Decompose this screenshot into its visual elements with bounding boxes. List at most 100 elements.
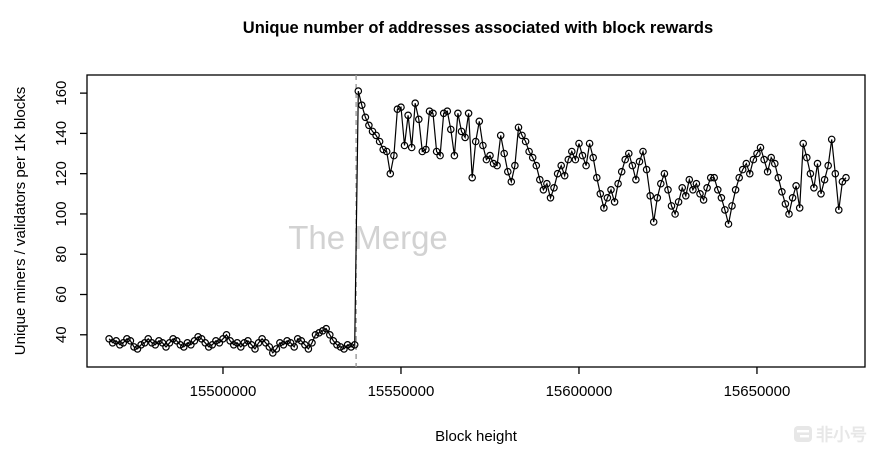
data-point <box>660 169 669 178</box>
data-point <box>571 155 580 164</box>
data-point <box>560 171 569 180</box>
data-point <box>742 159 751 168</box>
data-point <box>678 184 687 192</box>
data-point <box>585 139 594 148</box>
data-point <box>414 115 423 124</box>
data-point <box>322 324 331 333</box>
data-point <box>251 345 259 353</box>
data-point <box>265 343 274 351</box>
data-point <box>446 125 455 134</box>
data-point <box>496 131 505 140</box>
data-point <box>596 190 605 198</box>
data-point <box>728 202 736 210</box>
data-point <box>400 141 409 150</box>
data-point <box>350 340 359 349</box>
data-point <box>642 165 651 174</box>
data-point <box>411 99 420 108</box>
data-point <box>792 182 800 190</box>
y-tick-label: 60 <box>53 286 70 303</box>
data-point <box>721 206 729 214</box>
data-point <box>557 161 566 170</box>
data-point <box>749 155 758 164</box>
data-point <box>272 345 281 353</box>
data-point <box>646 192 655 200</box>
data-point <box>717 194 726 202</box>
data-point <box>532 161 541 170</box>
data-point <box>842 173 850 182</box>
data-point <box>653 194 662 202</box>
data-point <box>664 186 672 194</box>
data-point <box>624 149 633 158</box>
data-point <box>617 167 626 176</box>
data-point <box>692 179 701 188</box>
y-axis-title: Unique miners / validators per 1K blocks <box>12 87 29 355</box>
x-axis-ticks: 15500000 15550000 15600000 15650000 <box>190 367 791 400</box>
data-point <box>407 143 416 152</box>
data-point <box>831 169 840 178</box>
data-point <box>671 210 679 218</box>
data-point <box>834 206 843 214</box>
data-point <box>382 147 391 156</box>
data-point <box>486 151 494 160</box>
data-point <box>788 194 797 202</box>
x-tick-label: 15650000 <box>724 383 791 400</box>
watermark-the-merge: The Merge <box>288 219 448 256</box>
data-point <box>507 177 516 186</box>
data-point <box>589 153 598 162</box>
data-point <box>667 202 676 210</box>
data-point <box>703 184 711 192</box>
y-tick-label: 160 <box>53 81 70 106</box>
data-point <box>610 198 619 206</box>
data-point <box>810 184 818 192</box>
data-point <box>681 192 690 200</box>
data-point <box>614 179 622 188</box>
data-point <box>699 196 708 204</box>
data-point <box>753 149 761 158</box>
chart-title: Unique number of addresses associated wi… <box>243 19 713 37</box>
data-point <box>443 107 452 116</box>
data-point <box>674 198 683 206</box>
data-point <box>685 175 694 184</box>
data-point <box>763 167 772 176</box>
data-point <box>222 330 231 339</box>
data-point <box>820 175 829 184</box>
data-point <box>457 127 466 136</box>
data-point <box>649 218 658 226</box>
data-point <box>578 151 587 160</box>
feixiaohao-logo-icon <box>794 426 812 442</box>
data-point <box>628 161 637 170</box>
data-point <box>802 153 811 162</box>
data-point <box>475 117 484 126</box>
data-point <box>471 137 480 146</box>
data-point <box>689 186 697 194</box>
data-point <box>639 147 647 156</box>
data-point <box>521 137 530 146</box>
data-point <box>735 173 744 182</box>
data-point <box>386 169 395 178</box>
data-point <box>799 139 808 148</box>
brand-text: 非小号 <box>816 425 867 445</box>
data-point <box>357 101 366 110</box>
data-point <box>767 153 776 162</box>
data-point <box>785 210 793 218</box>
data-point <box>745 169 754 178</box>
data-point <box>603 194 612 202</box>
y-tick-label: 40 <box>53 326 70 343</box>
data-point <box>535 175 544 184</box>
y-tick-label: 120 <box>53 161 70 186</box>
data-point <box>731 186 740 194</box>
data-point <box>600 204 608 212</box>
data-point <box>778 188 786 196</box>
data-point <box>539 186 548 194</box>
data-point <box>503 167 512 176</box>
data-point <box>454 109 462 118</box>
data-point <box>422 145 430 154</box>
data-point <box>543 179 551 188</box>
data-point <box>564 155 573 164</box>
data-point <box>528 153 537 162</box>
x-tick-label: 15600000 <box>546 383 613 400</box>
data-point <box>635 157 644 166</box>
data-point <box>621 155 630 164</box>
data-point <box>436 151 444 160</box>
data-point <box>632 175 640 184</box>
